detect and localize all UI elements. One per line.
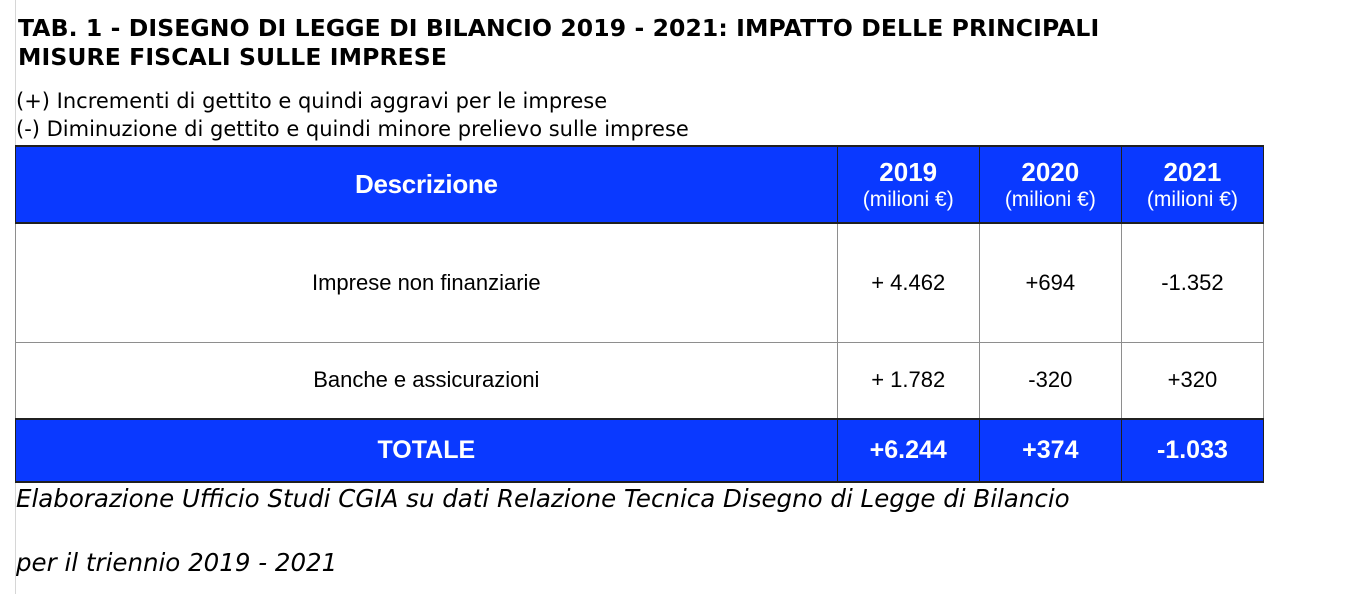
table-title-line-2: MISURE FISCALI SULLE IMPRESE [18, 43, 447, 71]
table-title: TAB. 1 - DISEGNO DI LEGGE DI BILANCIO 20… [18, 14, 1363, 72]
cell-value-2019: + 1.782 [836, 341, 980, 420]
row-label: Imprese non finanziarie [15, 222, 838, 343]
column-header-unit: (milioni €) [1004, 187, 1096, 211]
column-header-year: 2020 [1021, 156, 1080, 187]
total-value-2019: +6.244 [836, 418, 980, 483]
total-label: TOTALE [15, 418, 838, 483]
column-header-2020: 2020 (milioni €) [978, 145, 1122, 224]
total-value-2020: +374 [978, 418, 1122, 483]
column-header-year: 2021 [1163, 156, 1222, 187]
fiscal-impact-table: Descrizione 2019 (milioni €) 2020 (milio… [15, 145, 1265, 483]
total-row: TOTALE +6.244 +374 -1.033 [15, 418, 1265, 483]
column-header-unit: (milioni €) [862, 187, 954, 211]
cell-value-2019: + 4.462 [836, 222, 980, 343]
cell-value-2021: -1.352 [1120, 222, 1265, 343]
table-row: Banche e assicurazioni + 1.782 -320 +320 [15, 341, 1265, 420]
source-note-line-1: Elaborazione Ufficio Studi CGIA su dati … [16, 484, 1070, 513]
table-header-row: Descrizione 2019 (milioni €) 2020 (milio… [15, 145, 1265, 224]
total-value-2021: -1.033 [1120, 418, 1265, 483]
table-row: Imprese non finanziarie + 4.462 +694 -1.… [15, 222, 1265, 343]
cell-value-2020: -320 [978, 341, 1122, 420]
column-header-unit: (milioni €) [1146, 187, 1238, 211]
legend-minus: (-) Diminuzione di gettito e quindi mino… [16, 117, 689, 141]
source-note-line-2: per il triennio 2019 - 2021 [16, 548, 338, 577]
cell-value-2021: +320 [1120, 341, 1265, 420]
legend-plus: (+) Incrementi di gettito e quindi aggra… [16, 89, 608, 113]
row-label: Banche e assicurazioni [15, 341, 838, 420]
column-header-2019: 2019 (milioni €) [836, 145, 980, 224]
cell-value-2020: +694 [978, 222, 1122, 343]
table-title-line-1: TAB. 1 - DISEGNO DI LEGGE DI BILANCIO 20… [18, 14, 1100, 42]
column-header-year: 2019 [879, 156, 938, 187]
column-header-description: Descrizione [15, 145, 838, 224]
column-header-2021: 2021 (milioni €) [1120, 145, 1265, 224]
